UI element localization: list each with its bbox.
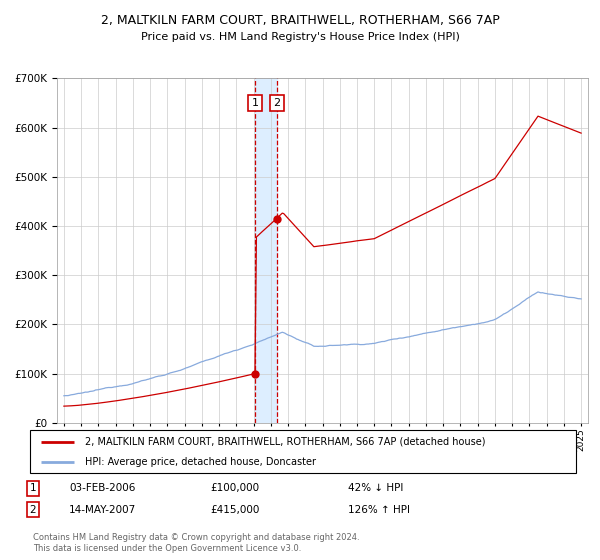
Text: 2: 2 [274,98,281,108]
Text: HPI: Average price, detached house, Doncaster: HPI: Average price, detached house, Donc… [85,458,316,467]
Text: 03-FEB-2006: 03-FEB-2006 [69,483,136,493]
Text: 2, MALTKILN FARM COURT, BRAITHWELL, ROTHERHAM, S66 7AP (detached house): 2, MALTKILN FARM COURT, BRAITHWELL, ROTH… [85,437,485,447]
Text: 14-MAY-2007: 14-MAY-2007 [69,505,136,515]
Text: 1: 1 [29,483,37,493]
Text: 2, MALTKILN FARM COURT, BRAITHWELL, ROTHERHAM, S66 7AP: 2, MALTKILN FARM COURT, BRAITHWELL, ROTH… [101,14,499,27]
Text: 2: 2 [29,505,37,515]
Text: 1: 1 [251,98,259,108]
Text: Price paid vs. HM Land Registry's House Price Index (HPI): Price paid vs. HM Land Registry's House … [140,32,460,43]
Text: 42% ↓ HPI: 42% ↓ HPI [348,483,403,493]
Text: Contains HM Land Registry data © Crown copyright and database right 2024.
This d: Contains HM Land Registry data © Crown c… [33,534,359,553]
FancyBboxPatch shape [30,430,576,473]
Text: 126% ↑ HPI: 126% ↑ HPI [348,505,410,515]
Text: £415,000: £415,000 [210,505,259,515]
Text: £100,000: £100,000 [210,483,259,493]
Bar [255,78,277,423]
